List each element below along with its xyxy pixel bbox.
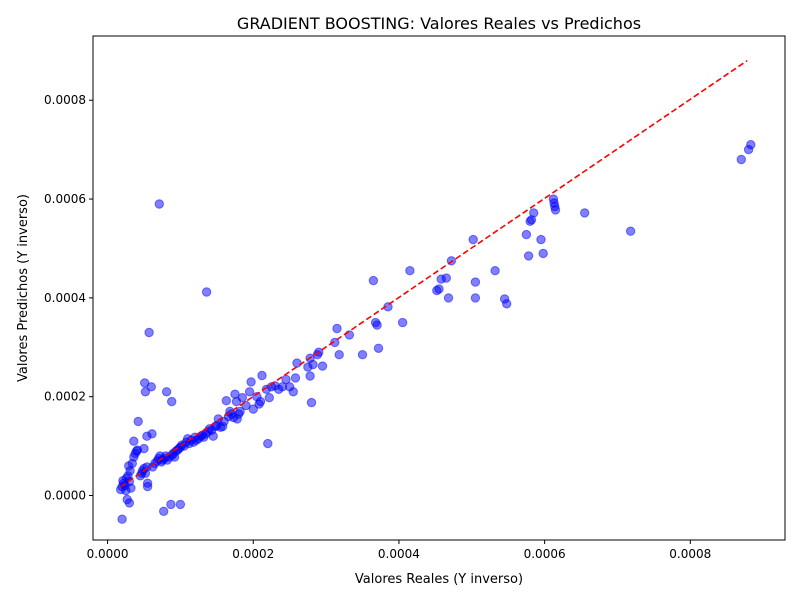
data-point bbox=[580, 208, 590, 218]
x-tick-label: 0.0006 bbox=[524, 547, 566, 561]
data-point bbox=[264, 393, 274, 403]
data-point bbox=[221, 396, 232, 406]
data-point bbox=[142, 481, 153, 492]
data-point bbox=[281, 374, 291, 385]
data-point bbox=[257, 370, 267, 381]
data-point bbox=[140, 387, 151, 397]
data-point bbox=[405, 266, 415, 276]
x-axis: 0.0000 0.0002 0.0004 0.0006 0.0008 bbox=[87, 540, 711, 561]
data-points bbox=[116, 140, 756, 524]
data-point bbox=[521, 229, 532, 240]
data-point bbox=[538, 248, 548, 259]
x-tick-label: 0.0008 bbox=[669, 547, 711, 561]
data-point bbox=[288, 387, 298, 397]
data-point bbox=[357, 350, 368, 360]
data-point bbox=[536, 234, 546, 245]
data-point bbox=[317, 361, 328, 371]
data-point bbox=[208, 431, 218, 441]
data-point bbox=[368, 275, 379, 286]
y-tick-label: 0.0004 bbox=[44, 291, 86, 305]
data-point bbox=[550, 205, 561, 215]
data-point bbox=[139, 443, 149, 454]
data-point bbox=[255, 396, 266, 407]
data-point bbox=[246, 377, 256, 387]
data-point bbox=[175, 499, 186, 510]
data-point bbox=[167, 396, 177, 407]
data-point bbox=[237, 393, 248, 403]
x-axis-label: Valores Reales (Y inverso) bbox=[355, 572, 523, 587]
data-point bbox=[159, 506, 169, 516]
data-point bbox=[126, 483, 136, 493]
data-point bbox=[736, 154, 746, 165]
x-tick-label: 0.0004 bbox=[378, 547, 420, 561]
data-point bbox=[147, 429, 157, 439]
data-point bbox=[308, 359, 318, 370]
data-point bbox=[468, 234, 478, 245]
data-point bbox=[201, 287, 212, 297]
data-point bbox=[746, 140, 756, 150]
data-point bbox=[434, 284, 444, 294]
x-tick-label: 0.0000 bbox=[87, 547, 129, 561]
y-axis-label: Valores Predichos (Y inverso) bbox=[16, 194, 31, 382]
data-point bbox=[625, 226, 636, 236]
data-point bbox=[235, 406, 245, 417]
data-point bbox=[248, 404, 259, 414]
plot-frame bbox=[92, 35, 786, 541]
data-point bbox=[470, 277, 481, 287]
data-point bbox=[117, 514, 127, 524]
data-point bbox=[332, 323, 342, 334]
plot-area bbox=[92, 35, 786, 541]
y-tick-label: 0.0002 bbox=[44, 390, 86, 404]
data-point bbox=[529, 208, 539, 218]
x-tick-label: 0.0002 bbox=[232, 547, 274, 561]
data-point bbox=[129, 436, 139, 446]
y-tick-label: 0.0006 bbox=[44, 192, 86, 206]
data-point bbox=[144, 327, 154, 338]
reference-line bbox=[120, 60, 748, 488]
data-point bbox=[443, 293, 454, 303]
data-point bbox=[161, 387, 172, 397]
data-point bbox=[244, 387, 255, 397]
data-point bbox=[490, 266, 500, 276]
data-point bbox=[334, 350, 344, 360]
data-point bbox=[290, 373, 301, 383]
data-point bbox=[305, 371, 315, 381]
y-axis: 0.0000 0.0002 0.0004 0.0006 0.0008 bbox=[44, 93, 93, 503]
data-point bbox=[372, 320, 382, 330]
data-point bbox=[263, 438, 273, 449]
data-point bbox=[292, 358, 302, 368]
data-point bbox=[154, 199, 165, 209]
data-point bbox=[502, 299, 512, 309]
chart-title: GRADIENT BOOSTING: Valores Reales vs Pre… bbox=[237, 14, 641, 33]
data-point bbox=[306, 397, 317, 408]
data-point bbox=[166, 499, 176, 510]
data-point bbox=[441, 273, 451, 283]
data-point bbox=[124, 498, 135, 508]
data-point bbox=[146, 382, 157, 392]
data-point bbox=[470, 293, 481, 303]
data-point bbox=[373, 343, 384, 353]
data-point bbox=[133, 416, 143, 427]
data-point bbox=[344, 330, 355, 340]
y-tick-label: 0.0008 bbox=[44, 93, 86, 107]
y-tick-label: 0.0000 bbox=[44, 489, 86, 503]
data-point bbox=[397, 317, 408, 328]
data-point bbox=[523, 251, 534, 261]
